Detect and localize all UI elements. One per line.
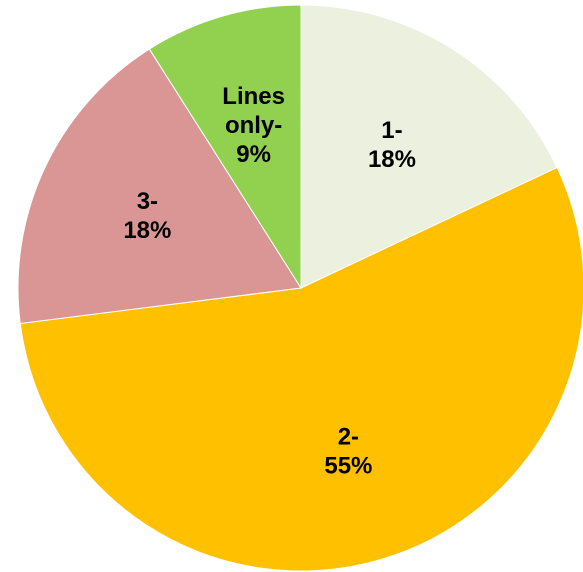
pie-slice-label-line: 3-: [137, 188, 158, 215]
pie-slice-2: [19, 166, 583, 572]
pie-slice-label-line: 18%: [368, 146, 416, 173]
pie-slice-label-1: 1-18%: [368, 117, 416, 173]
pie-slice-label-line: Lines: [222, 83, 285, 110]
pie-labels: 1-18%2-55%3-18%Lines only-9%: [123, 83, 416, 480]
pie-slice-label-line: 18%: [123, 217, 171, 244]
pie-slice-label-line: 2-: [338, 424, 359, 451]
pie-slice-label-3: 3-18%: [123, 188, 171, 244]
pie-slice-label-line: 55%: [324, 453, 372, 480]
pie-slice-label-line: 1-: [381, 117, 402, 144]
pie-slice-label-2: 2-55%: [324, 424, 372, 480]
pie-slice-label-line: only-: [225, 112, 282, 139]
pie-slice-1: [300, 4, 558, 289]
pie-slice-3: [17, 48, 302, 325]
pie-slice-4: [148, 4, 302, 290]
pie-slice-label-line: 9%: [236, 141, 271, 168]
pie-slice-label-4: Lines only-9%: [222, 83, 285, 168]
pie-slices: [17, 4, 583, 572]
